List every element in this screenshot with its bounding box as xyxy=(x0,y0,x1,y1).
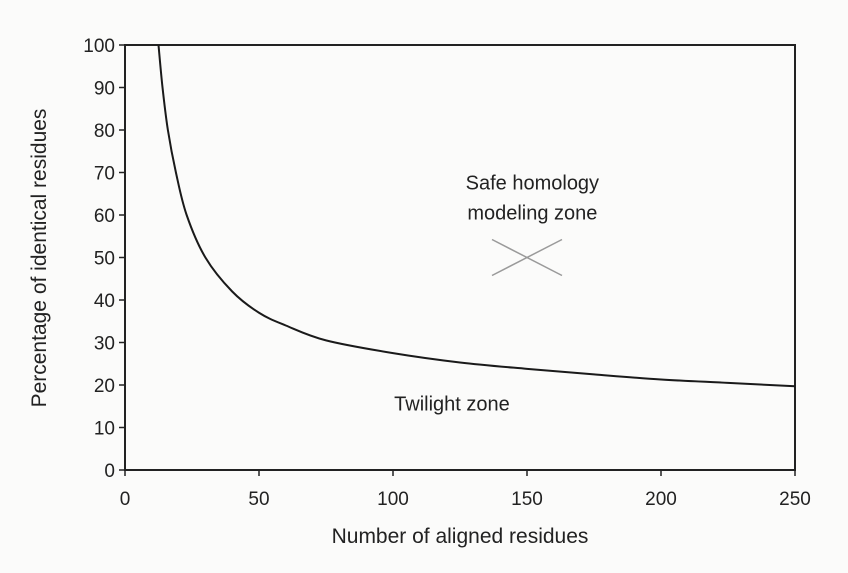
x-tick-label: 50 xyxy=(248,489,269,510)
x-tick-label: 200 xyxy=(645,489,677,510)
y-tick-label: 30 xyxy=(94,334,115,355)
y-tick-label: 20 xyxy=(94,376,115,397)
y-axis-ticks: 0 10 20 30 40 50 60 70 80 90 100 xyxy=(83,36,125,482)
y-axis-title: Percentage of identical residues xyxy=(28,109,51,408)
y-tick-label: 10 xyxy=(94,419,115,440)
annotation-label: Twilight zone xyxy=(394,394,510,416)
x-tick-label: 150 xyxy=(511,489,543,510)
annotation-label: modeling zone xyxy=(467,202,597,224)
y-tick-label: 70 xyxy=(94,164,115,185)
x-tick-label: 100 xyxy=(377,489,409,510)
annotation-label: Safe homology xyxy=(466,173,599,195)
x-marker-stroke xyxy=(491,238,563,277)
x-axis-ticks: 0 50 100 150 200 250 xyxy=(120,470,811,510)
y-tick-label: 40 xyxy=(94,291,115,312)
x-marker xyxy=(491,238,563,277)
x-tick-label: 0 xyxy=(120,489,131,510)
y-tick-label: 80 xyxy=(94,121,115,142)
y-tick-label: 100 xyxy=(83,36,115,57)
y-tick-label: 0 xyxy=(104,461,115,482)
y-tick-label: 90 xyxy=(94,79,115,100)
x-tick-label: 250 xyxy=(779,489,811,510)
x-axis-title: Number of aligned residues xyxy=(332,525,589,548)
identity-threshold-curve xyxy=(157,44,796,388)
annotations: Safe homology modeling zone Twilight zone xyxy=(394,173,599,416)
y-tick-label: 50 xyxy=(94,249,115,270)
y-tick-label: 60 xyxy=(94,206,115,227)
